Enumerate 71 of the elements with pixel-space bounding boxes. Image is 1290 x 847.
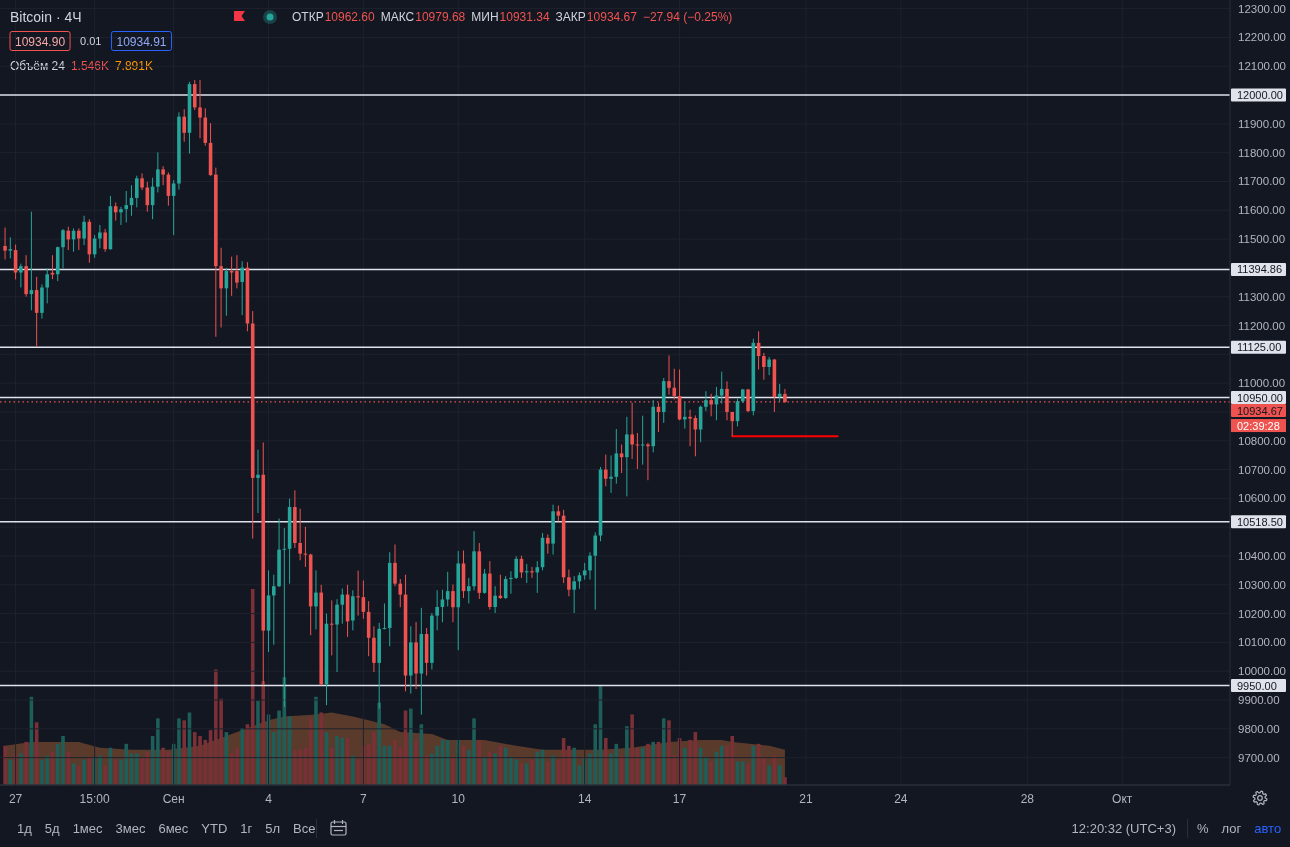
ref-line-label: 10934.67 bbox=[1237, 404, 1283, 417]
text: авто bbox=[1254, 821, 1282, 836]
y-tick-label: 12100.00 bbox=[1238, 60, 1286, 73]
text: % bbox=[1197, 821, 1209, 836]
text: YTD bbox=[201, 821, 228, 836]
annotation: 10934.90 bbox=[15, 34, 66, 49]
annotation: 1.546K bbox=[70, 59, 109, 73]
text: 1г bbox=[240, 821, 253, 836]
annotation: ОТКР bbox=[292, 10, 324, 24]
y-tick-label: 9800.00 bbox=[1238, 722, 1280, 735]
text: 6мес bbox=[158, 821, 189, 836]
ref-line-label: 9950.00 bbox=[1237, 679, 1277, 692]
text: лог bbox=[1221, 821, 1242, 836]
x-tick-label: 28 bbox=[1020, 792, 1035, 806]
y-tick-label: 11700.00 bbox=[1238, 175, 1286, 188]
x-tick-label: 7 bbox=[360, 792, 368, 806]
ref-line-label: 10518.50 bbox=[1237, 515, 1283, 528]
y-tick-label: 9900.00 bbox=[1238, 694, 1280, 707]
y-tick-label: 10700.00 bbox=[1238, 463, 1286, 476]
y-tick-label: 10200.00 bbox=[1238, 607, 1286, 620]
annotation: 10934.91 bbox=[116, 34, 167, 49]
text: 02:39:28 bbox=[1237, 419, 1280, 432]
annotation: 10934.67 bbox=[586, 10, 638, 24]
text: 12:20:32 (UTC+3) bbox=[1071, 821, 1176, 836]
x-tick-label: 10 bbox=[451, 792, 466, 806]
y-tick-label: 11200.00 bbox=[1238, 319, 1286, 332]
x-tick-label: 17 bbox=[672, 792, 687, 806]
y-tick-label: 11000.00 bbox=[1238, 377, 1286, 390]
annotation: ЗАКР bbox=[555, 10, 586, 24]
y-tick-label: 11500.00 bbox=[1238, 233, 1286, 246]
x-tick-label: 24 bbox=[894, 792, 908, 806]
x-tick-label: 4 bbox=[265, 792, 273, 806]
annotation: 10979.68 bbox=[415, 10, 466, 24]
x-tick-label: 21 bbox=[799, 792, 814, 806]
annotation: 10931.34 bbox=[499, 10, 550, 24]
annotation: 7.891K bbox=[114, 59, 153, 73]
text: 1д bbox=[17, 821, 33, 836]
annotation: МИН bbox=[471, 10, 499, 24]
x-tick-label: Сен bbox=[162, 792, 185, 806]
annotation: МАКС bbox=[380, 10, 415, 24]
text: 5д bbox=[44, 821, 61, 836]
ref-line-label: 10950.00 bbox=[1237, 391, 1283, 404]
annotation: Объём 24 bbox=[10, 59, 66, 73]
y-tick-label: 10300.00 bbox=[1238, 578, 1286, 591]
ref-line-label: 12000.00 bbox=[1237, 89, 1283, 102]
y-tick-label: 10800.00 bbox=[1238, 434, 1286, 447]
y-tick-label: 12300.00 bbox=[1238, 2, 1286, 15]
annotation: −27.94 (−0.25%) bbox=[642, 10, 733, 24]
annotation: 10962.60 bbox=[324, 10, 376, 24]
ref-line-label: 11125.00 bbox=[1237, 341, 1282, 354]
y-tick-label: 11800.00 bbox=[1238, 146, 1286, 159]
text: 5л bbox=[265, 821, 281, 836]
x-tick-label: 14 bbox=[578, 792, 592, 806]
y-tick-label: 11900.00 bbox=[1238, 117, 1286, 130]
y-tick-label: 12200.00 bbox=[1238, 31, 1286, 44]
y-tick-label: 10600.00 bbox=[1238, 492, 1286, 505]
y-tick-label: 10400.00 bbox=[1238, 549, 1286, 562]
ref-line-label: 11394.86 bbox=[1237, 263, 1283, 276]
y-tick-label: 11600.00 bbox=[1238, 204, 1286, 217]
text: Bitcoin · 4Ч bbox=[10, 9, 82, 25]
x-tick-label: 27 bbox=[8, 792, 23, 806]
y-tick-label: 10100.00 bbox=[1238, 636, 1286, 649]
x-tick-label: Окт bbox=[1112, 792, 1133, 806]
y-tick-label: 9700.00 bbox=[1238, 751, 1280, 764]
x-tick-label: 15:00 bbox=[79, 792, 110, 806]
y-tick-label: 10000.00 bbox=[1238, 665, 1286, 678]
text: Все bbox=[293, 821, 316, 836]
text: 3мес bbox=[115, 821, 146, 836]
text: 1мес bbox=[72, 821, 104, 836]
y-tick-label: 11300.00 bbox=[1238, 290, 1286, 303]
annotation: 0.01 bbox=[80, 35, 102, 47]
